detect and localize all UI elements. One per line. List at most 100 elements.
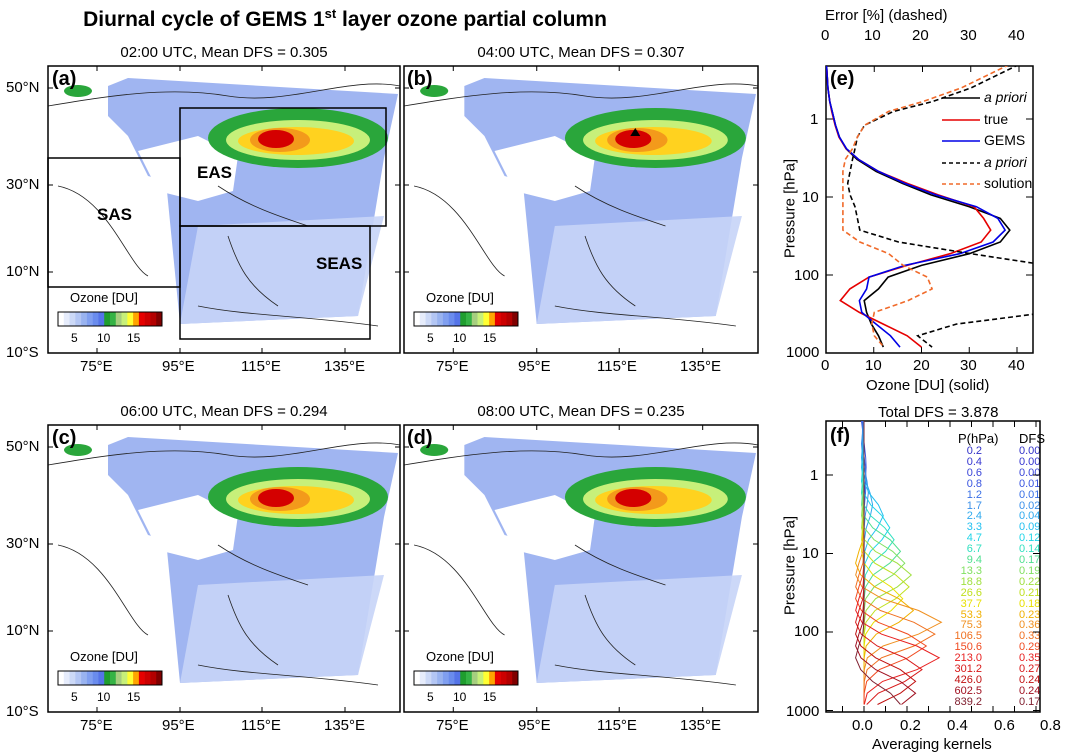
lon-tick-label: 95°E	[162, 717, 195, 734]
no-data-region	[138, 495, 238, 560]
colorbar-swatch	[81, 671, 88, 685]
dfs-table-row: 301.2 0.27	[950, 664, 1040, 675]
legend-label: GEMS	[984, 132, 1026, 148]
region-box-seas	[179, 225, 371, 340]
ozone-swath-low	[536, 216, 742, 324]
ozone-patch-green	[64, 444, 92, 456]
colorbar-swatch	[110, 671, 117, 685]
dfs-table-row: 0.6 0.00	[950, 467, 1041, 479]
figure-title-main: Diurnal cycle of GEMS 1	[83, 8, 325, 31]
dfs-table-row: 2.4 0.04	[950, 511, 1041, 522]
colorbar-swatch	[75, 671, 82, 685]
colorbar-swatch	[431, 671, 438, 685]
lon-tick-label: 95°E	[518, 717, 551, 734]
dfs-table-row: 839.2 0.17	[950, 696, 1040, 708]
colorbar-swatch	[115, 671, 122, 685]
figure-title-superscript: st	[324, 6, 337, 21]
panel-f-y-tick: 1000	[786, 703, 820, 720]
colorbar-swatch	[92, 671, 99, 685]
colorbar-swatch	[477, 312, 484, 326]
dfs-table-value: 0.12	[1019, 532, 1041, 545]
colorbar-frame	[57, 311, 163, 327]
panel-f-x-tick: 0.8	[1040, 717, 1061, 734]
colorbar-swatch	[494, 671, 501, 685]
dfs-table-pressure: 106.5	[954, 630, 982, 643]
colorbar-swatch	[494, 312, 501, 326]
panel-e-x-tick: 40	[1008, 357, 1025, 374]
colorbar-tick: 5	[71, 690, 78, 704]
panel-e-frame	[825, 65, 1034, 354]
dfs-table-row: 213.0 0.35	[950, 653, 1040, 664]
map-panel	[47, 424, 401, 713]
colorbar-swatch	[104, 312, 111, 326]
dfs-table-row: 0.2 0.00	[950, 445, 1041, 457]
lat-tick-label: 10°N	[6, 622, 40, 639]
colorbar-swatch	[483, 312, 490, 326]
dfs-table-row: 1.2 0.01	[950, 488, 1041, 501]
ozone-plume-red	[615, 130, 652, 148]
panel-e-x-tick: 20	[913, 357, 930, 374]
dfs-table-pressure: 0.4	[966, 455, 982, 468]
colorbar-swatch	[437, 312, 444, 326]
dfs-table-pressure: 1.2	[966, 488, 982, 501]
lon-tick-label: 115°E	[597, 358, 637, 375]
lon-tick-label: 115°E	[241, 717, 281, 734]
dfs-table-pressure: 0.2	[966, 445, 982, 457]
colorbar-swatch	[110, 312, 117, 326]
colorbar-frame	[413, 670, 519, 686]
lon-tick-label: 135°E	[680, 717, 722, 734]
panel-label-a: (a)	[52, 68, 77, 90]
colorbar-swatch	[512, 312, 519, 326]
colorbar-swatch	[121, 312, 128, 326]
colorbar-frame	[413, 311, 519, 327]
dfs-table-pressure: 150.6	[954, 641, 982, 654]
colorbar-swatch	[156, 312, 163, 326]
colorbar-swatch	[81, 312, 88, 326]
ozone-swath-low	[536, 575, 742, 683]
colorbar-title: Ozone [DU]	[70, 290, 138, 305]
dfs-table-pressure: 37.7	[960, 597, 982, 610]
colorbar-swatch	[58, 312, 65, 326]
colorbar-swatch	[133, 312, 140, 326]
dfs-table-pressure: 26.6	[960, 586, 982, 599]
legend-label: true	[984, 111, 1009, 127]
ozone-patch-green	[420, 85, 449, 97]
colorbar-swatch	[471, 312, 478, 326]
coastlines	[403, 83, 759, 327]
dfs-table-value: 0.19	[1019, 564, 1041, 577]
dfs-table-value: 0.23	[1019, 608, 1041, 621]
colorbar-swatch	[500, 312, 507, 326]
map-panel	[403, 424, 759, 713]
colorbar-swatch	[483, 671, 490, 685]
colorbar-swatch	[419, 312, 426, 326]
panel-f-y-tick: 10	[802, 545, 819, 562]
panel-label-d: (d)	[407, 427, 433, 449]
colorbar-swatch	[454, 671, 461, 685]
colorbar-tick: 10	[97, 690, 111, 704]
panel-f-title: Total DFS = 3.878	[878, 404, 999, 421]
map-panel-d-title: 08:00 UTC, Mean DFS = 0.235	[477, 403, 685, 420]
dfs-table-pressure: 9.4	[966, 554, 982, 566]
colorbar-swatch	[121, 671, 128, 685]
lon-tick-label: 135°E	[324, 717, 366, 734]
dfs-table-pressure: 3.3	[966, 521, 982, 534]
no-data-region	[138, 136, 238, 201]
colorbar-swatch	[419, 671, 426, 685]
map-panel-b-title: 04:00 UTC, Mean DFS = 0.307	[477, 44, 685, 61]
lat-tick-label: 50°N	[6, 438, 40, 455]
colorbar-swatch	[144, 671, 151, 685]
dfs-table-row: 602.5 0.24	[950, 685, 1040, 697]
lon-tick-label: 75°E	[436, 717, 469, 734]
colorbar-swatch	[442, 312, 449, 326]
dfs-table-row: 1.7 0.02	[950, 500, 1041, 512]
no-data-region	[494, 495, 596, 560]
panel-e-y-tick: 1	[810, 111, 819, 128]
dfs-table-pressure: 18.8	[960, 575, 982, 588]
dfs-table-row: 0.4 0.00	[950, 455, 1041, 468]
dfs-table-pressure: 6.7	[966, 543, 982, 556]
colorbar-title: Ozone [DU]	[426, 649, 494, 664]
map-panel	[403, 65, 759, 354]
panel-f-frame	[825, 420, 1041, 713]
region-box-sas	[47, 157, 181, 288]
